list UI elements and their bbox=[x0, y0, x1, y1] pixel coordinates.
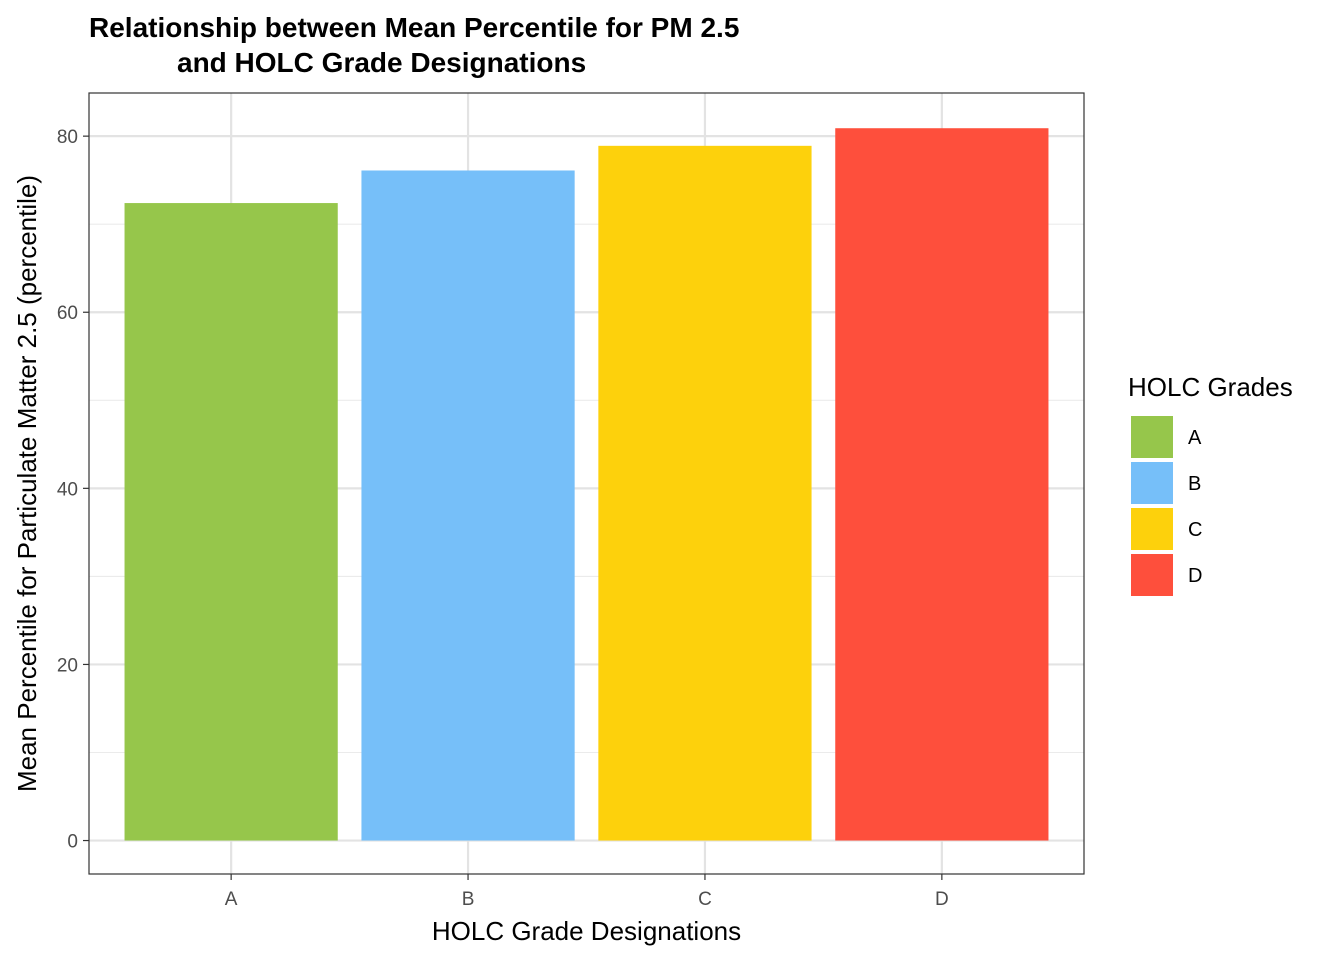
x-tick-label: A bbox=[225, 889, 238, 910]
bars bbox=[124, 128, 1049, 841]
y-tick-label: 80 bbox=[57, 127, 78, 148]
legend-label: A bbox=[1188, 427, 1202, 449]
x-tick-label: B bbox=[462, 889, 475, 910]
legend-label: C bbox=[1188, 519, 1202, 541]
x-axis-title: HOLC Grade Designations bbox=[432, 916, 741, 946]
legend-title: HOLC Grades bbox=[1128, 372, 1293, 402]
bar-d bbox=[835, 128, 1049, 841]
bar-c bbox=[598, 145, 812, 841]
y-tick-label: 0 bbox=[67, 832, 78, 853]
legend-label: B bbox=[1188, 473, 1201, 495]
legend-label: D bbox=[1188, 565, 1202, 587]
bar-b bbox=[361, 170, 575, 841]
chart-title-line-1: Relationship between Mean Percentile for… bbox=[89, 12, 739, 43]
y-tick-label: 60 bbox=[57, 303, 78, 324]
bar-a bbox=[124, 203, 338, 841]
y-tick-label: 40 bbox=[57, 479, 78, 500]
y-tick-label: 20 bbox=[57, 655, 78, 676]
y-axis-title: Mean Percentile for Particulate Matter 2… bbox=[12, 175, 42, 792]
axes: 0 20 40 60 80 A B C D bbox=[57, 127, 949, 910]
x-tick-label: D bbox=[935, 889, 949, 910]
legend-key-b bbox=[1131, 462, 1173, 504]
chart-title-line-2: and HOLC Grade Designations bbox=[177, 47, 586, 78]
legend-key-d bbox=[1131, 554, 1173, 596]
legend: A B C D bbox=[1131, 416, 1202, 596]
plot-border bbox=[88, 92, 1085, 875]
legend-key-a bbox=[1131, 416, 1173, 458]
legend-key-c bbox=[1131, 508, 1173, 550]
x-tick-label: C bbox=[698, 889, 712, 910]
